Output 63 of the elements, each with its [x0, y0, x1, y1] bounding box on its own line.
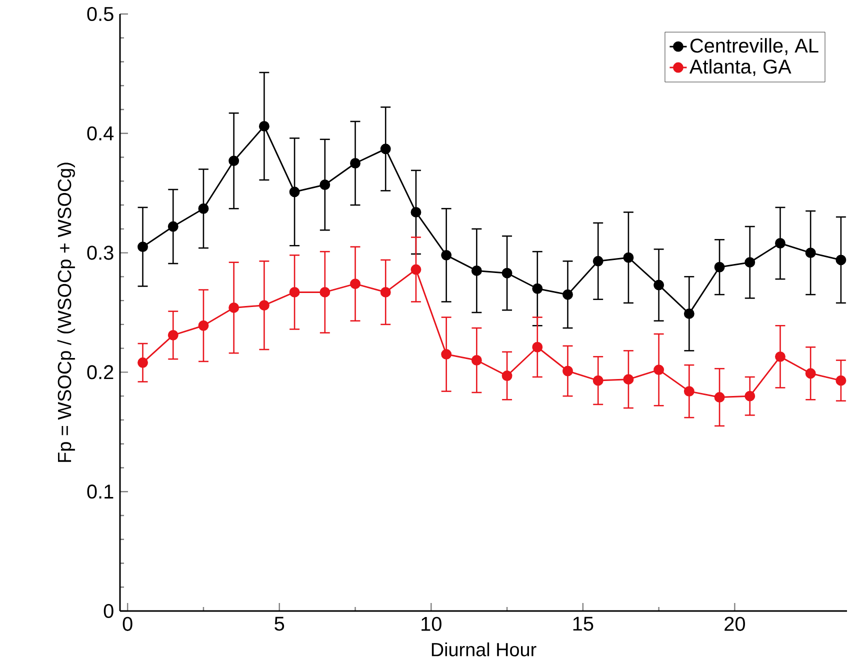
y-tick-label: 0.2: [87, 365, 114, 380]
point: [198, 320, 209, 331]
point: [744, 390, 756, 402]
point: [774, 351, 786, 362]
point: [502, 370, 512, 382]
point: [562, 289, 573, 300]
y-tick-label: 0.5: [87, 6, 114, 22]
point: [350, 278, 360, 290]
x-tick-label: 20: [724, 616, 745, 631]
point: [836, 375, 846, 386]
y-tick-label: 0.1: [87, 484, 114, 499]
y-tick-label: 0: [104, 604, 114, 618]
point: [441, 250, 452, 260]
point: [258, 300, 270, 311]
point: [198, 203, 209, 214]
point: [744, 257, 756, 268]
y-tick-label: 0.3: [87, 246, 114, 260]
point: [289, 186, 300, 198]
point: [774, 238, 786, 248]
point: [471, 355, 482, 366]
y-axis-title: Fp = WSOCp / (WSOCp + WSOCg): [57, 162, 75, 462]
point: [623, 374, 634, 385]
point: [654, 364, 664, 376]
point: [138, 242, 148, 252]
y-tick-label: 0.4: [87, 126, 114, 140]
point: [805, 368, 816, 379]
point: [228, 302, 240, 313]
point: [289, 286, 300, 298]
point: [380, 144, 391, 154]
point: [684, 386, 694, 397]
point: [684, 308, 694, 319]
point: [592, 256, 604, 266]
point: [441, 349, 452, 360]
point: [410, 206, 422, 218]
point: [562, 366, 573, 376]
legend-label: Atlanta, GA: [689, 59, 792, 76]
point: [654, 280, 664, 290]
point: [592, 375, 604, 386]
point: [532, 283, 543, 294]
point: [380, 286, 391, 298]
point: [350, 158, 360, 168]
point: [471, 265, 482, 276]
point: [168, 330, 178, 340]
point: [714, 262, 725, 272]
point: [320, 286, 330, 298]
point: [836, 254, 846, 266]
x-tick-label: 15: [573, 616, 594, 631]
legend-label: Centreville, AL: [690, 38, 818, 56]
x-tick-label: 10: [422, 616, 442, 631]
x-tick-label: 5: [274, 616, 284, 631]
point: [138, 357, 148, 368]
point: [258, 121, 270, 132]
point: [623, 252, 634, 263]
point: [805, 248, 816, 258]
point: [714, 392, 725, 403]
point: [502, 268, 512, 278]
point: [410, 264, 422, 275]
x-axis-title: Diurnal Hour: [432, 642, 536, 656]
point: [320, 180, 330, 190]
point: [532, 342, 543, 352]
x-tick-label: 0: [122, 616, 132, 631]
point: [168, 221, 178, 232]
point: [228, 156, 240, 166]
